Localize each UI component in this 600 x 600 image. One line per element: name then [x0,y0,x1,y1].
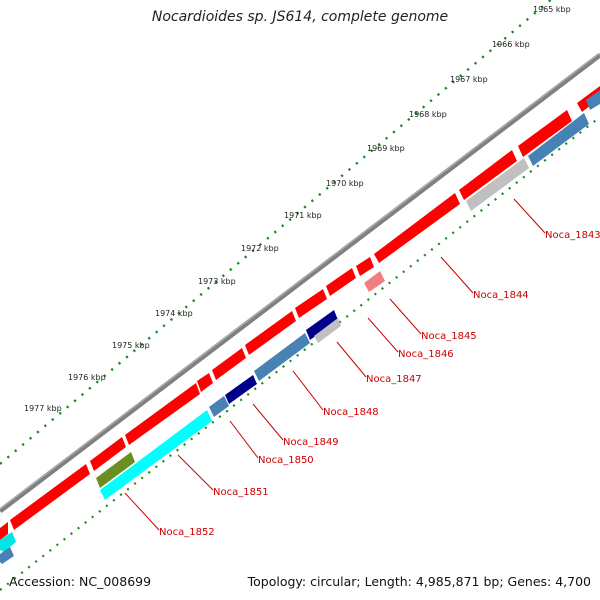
gene-forward-1[interactable] [0,522,8,540]
kbp-label-1972: 1972 kbp [241,244,279,253]
genome-summary-text: Topology: circular; Length: 4,985,871 bp… [247,574,591,589]
gene-forward-2[interactable] [10,464,90,530]
kbp-label-1976: 1976 kbp [68,373,106,382]
gene-forward-7[interactable] [245,311,296,355]
gene-blue-right-2[interactable] [586,90,600,110]
kbp-label-1968: 1968 kbp [409,110,447,119]
kbp-label-1966: 1966 kbp [492,40,530,49]
leader-1848 [292,370,324,411]
kbp-scale-dotted-line [0,0,553,465]
leader-1846 [367,317,399,353]
gene-label-noca-1851[interactable]: Noca_1851 [213,487,269,498]
kbp-label-1975: 1975 kbp [112,341,150,350]
kbp-label-1977: 1977 kbp [24,404,62,413]
gene-blue-1850[interactable] [209,396,229,417]
gene-forward-13[interactable] [518,110,572,157]
kbp-label-1973: 1973 kbp [198,277,236,286]
leader-1850 [229,420,259,459]
leader-1851 [177,454,214,491]
forward-strand-genes [0,86,600,540]
gene-forward-3[interactable] [90,437,126,471]
gene-label-noca-1852[interactable]: Noca_1852 [159,527,215,538]
gene-label-noca-1845[interactable]: Noca_1845 [421,331,477,342]
gene-forward-8[interactable] [295,289,327,318]
page-title: Nocardioides sp. JS614, complete genome [151,9,449,25]
gene-navy-1849[interactable] [225,375,257,404]
gene-cyan-1851[interactable] [100,410,212,500]
gene-forward-6[interactable] [212,348,246,380]
gene-label-noca-1843[interactable]: Noca_1843 [545,230,600,241]
gene-olive-1852[interactable] [96,452,135,488]
gene-gray-1846[interactable] [314,318,341,343]
kbp-label-1967: 1967 kbp [450,75,488,84]
leader-1843 [513,198,546,234]
gene-forward-11[interactable] [374,193,460,263]
gene-cyan-left[interactable] [0,532,16,552]
gene-forward-5[interactable] [197,373,213,392]
gene-gray-1843[interactable] [466,158,529,211]
gene-blue-left[interactable] [0,547,14,564]
gene-blue-1848[interactable] [254,333,310,381]
gene-label-noca-1846[interactable]: Noca_1846 [398,349,454,360]
leader-1844 [440,256,474,294]
reverse-strand-genes [0,90,600,564]
backbone-outer [0,53,600,513]
backbone-outer-highlight [0,52,600,510]
gene-pink-1845[interactable] [364,271,385,292]
kbp-label-1974: 1974 kbp [155,309,193,318]
gene-navy-1847[interactable] [306,310,338,340]
leader-1845 [389,298,422,335]
kbp-label-1969: 1969 kbp [367,144,405,153]
kbp-label-1970: 1970 kbp [326,179,364,188]
gene-forward-4[interactable] [125,383,200,445]
gene-blue-right-1[interactable] [528,113,589,166]
gene-forward-12[interactable] [459,150,517,200]
kbp-labels: 1965 kbp 1966 kbp 1967 kbp 1968 kbp 1969… [24,5,571,413]
gene-label-noca-1849[interactable]: Noca_1849 [283,437,339,448]
leader-1852 [124,492,160,531]
gene-label-noca-1850[interactable]: Noca_1850 [258,455,314,466]
gene-label-noca-1848[interactable]: Noca_1848 [323,407,379,418]
gene-forward-9[interactable] [326,268,356,296]
gene-labels: Noca_1843 Noca_1844 Noca_1845 Noca_1846 … [159,230,600,538]
gene-forward-10[interactable] [356,257,374,276]
inner-tick-line [0,116,600,591]
gene-label-leaders [124,198,546,531]
accession-text: Accession: NC_008699 [9,574,152,589]
gene-label-noca-1847[interactable]: Noca_1847 [366,374,422,385]
kbp-label-1965: 1965 kbp [533,5,571,14]
kbp-label-1971: 1971 kbp [284,211,322,220]
gene-label-noca-1844[interactable]: Noca_1844 [473,290,529,301]
leader-1847 [336,341,367,378]
leader-1849 [252,403,284,441]
